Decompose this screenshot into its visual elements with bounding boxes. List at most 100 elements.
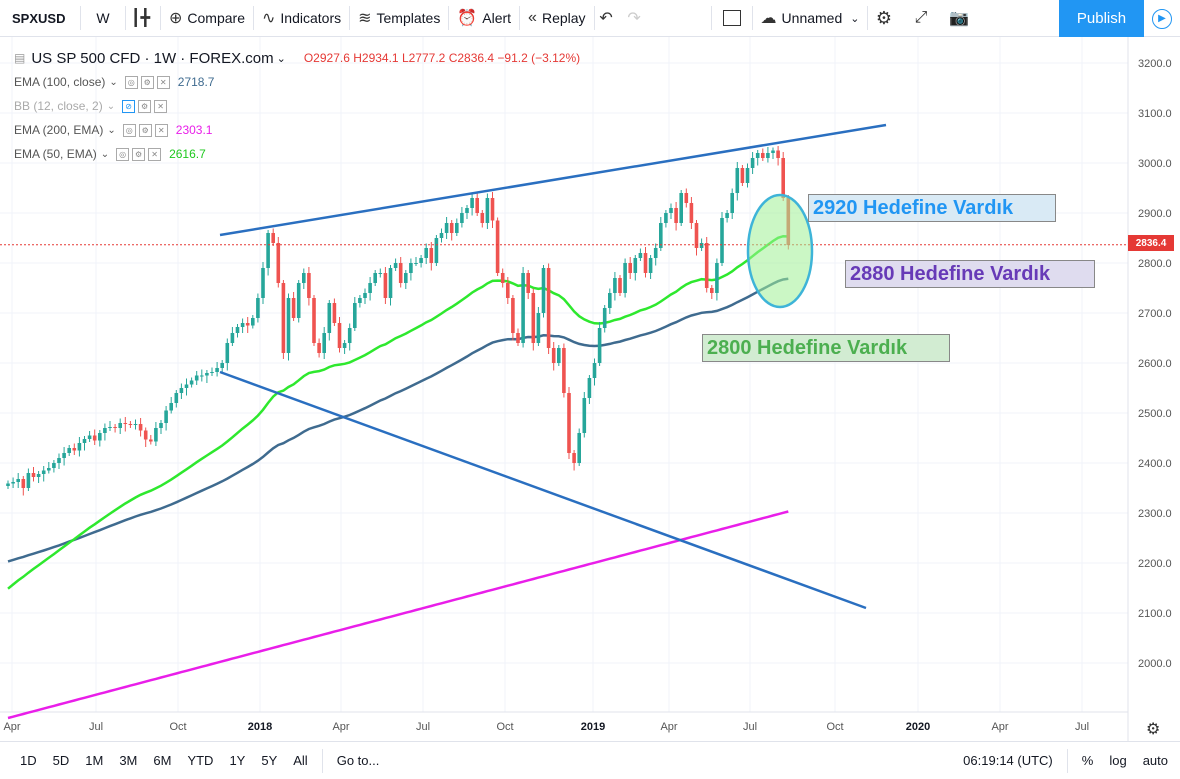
templates-button[interactable]: ≋ Templates [350,0,448,37]
layout-name-menu[interactable]: ☁ Unnamed ⌄ [753,0,868,37]
candle-body [332,303,337,323]
range-3m[interactable]: 3M [119,753,138,768]
replay-button[interactable]: «Replay [520,0,594,37]
settings-button[interactable]: ⚙ [868,0,904,37]
candle-body [781,158,785,198]
time-tick-label: Jul [416,721,430,733]
annotation-2920[interactable]: 2920 Hedefine Vardık [808,194,1056,222]
indicator-ema-100[interactable]: EMA (100, close) ⌄ ◎ ⚙ ✕ 2718.7 [14,70,580,94]
indicator-ema-50[interactable]: EMA (50, EMA) ⌄ ◎ ⚙ ✕ 2616.7 [14,142,580,166]
range-ytd[interactable]: YTD [187,753,214,768]
percent-toggle[interactable]: % [1081,753,1094,768]
candle-body [36,474,41,477]
chevron-down-icon[interactable]: ⌄ [106,100,116,112]
candle-body [567,393,571,453]
eye-icon[interactable]: ◎ [124,75,138,89]
snapshot-button[interactable]: 📷 [942,0,980,37]
ema-50-line [7,234,789,590]
goto-button[interactable]: Go to... [336,753,380,768]
undo-button[interactable]: ↶ [595,0,623,37]
candle-body [159,423,163,428]
layout-toggle[interactable] [712,0,752,37]
interval-button[interactable]: W [96,10,110,26]
candle-body [123,423,128,424]
compare-label: Compare [187,10,245,26]
candle-body [536,313,541,343]
compare-button[interactable]: ⊕ Compare [161,0,253,37]
chevron-down-icon[interactable]: ⌄ [109,76,118,88]
candle-body [490,198,495,221]
indicator-ema-200[interactable]: EMA (200, EMA) ⌄ ◎ ⚙ ✕ 2303.1 [14,118,580,142]
gear-icon[interactable]: ⚙ [140,75,154,89]
price-chart[interactable]: 3200.0 3100.0 3000.0 2900.0 2800.0 2700.0 2600… [0,37,1180,779]
candle-body [404,273,408,283]
candle-body [322,333,326,353]
candle-body [460,213,464,223]
chevron-down-icon[interactable]: ⌄ [100,148,110,160]
low-value: L2777.2 [401,51,446,65]
candle-body [302,273,306,283]
indicator-bb[interactable]: BB (12, close, 2) ⌄ ⊘ ⚙ ✕ [14,94,580,118]
candle-body [495,220,500,273]
close-icon[interactable]: ✕ [148,147,162,161]
ema-lines [7,234,789,720]
fullscreen-button[interactable]: ⤢ [904,0,942,37]
candle-body [480,213,485,223]
range-1y[interactable]: 1Y [229,753,246,768]
candle-body [271,233,275,243]
close-icon[interactable]: ✕ [156,75,170,89]
indicators-button[interactable]: ∿ Indicators [254,0,349,37]
candle-body [291,298,296,318]
range-5y[interactable]: 5Y [261,753,278,768]
square-icon [722,10,741,26]
candle-body [194,375,199,381]
eye-icon[interactable]: ◎ [122,123,136,137]
chevron-down-icon[interactable]: ⌄ [276,52,286,65]
cloud-icon: ☁ [760,10,777,27]
symbol-search[interactable]: SPXUSD [12,10,66,26]
candle-body [87,435,92,439]
redo-button[interactable]: ↷ [623,0,651,37]
close-icon[interactable]: ✕ [154,99,168,113]
eye-icon[interactable]: ◎ [116,147,130,161]
candle-body [342,343,347,348]
range-1m[interactable]: 1M [85,753,104,768]
candle-body [506,283,510,298]
instrument-title[interactable]: US SP 500 CFD · 1W · FOREX.com [31,49,274,67]
range-6m[interactable]: 6M [153,753,172,768]
range-1d[interactable]: 1D [20,753,37,768]
price-tick-label: 2800.0 [1138,258,1172,270]
candle-body [761,153,765,158]
candle-body [653,248,658,258]
gear-icon[interactable]: ⚙ [132,147,146,161]
auto-toggle[interactable]: auto [1142,753,1168,768]
publish-button[interactable]: Publish [1059,0,1144,37]
gear-icon[interactable]: ⚙ [138,99,152,113]
legend-collapse-icon[interactable]: ▤ [14,51,26,65]
chart-legend: ▤ US SP 500 CFD · 1W · FOREX.com ⌄ O2927… [14,46,580,166]
hidden-eye-icon[interactable]: ⊘ [122,99,136,113]
chart-type-button[interactable]: ┃╋ [126,0,160,37]
gear-icon[interactable]: ⚙ [138,123,152,137]
annotation-2880[interactable]: 2880 Hedefine Vardık [845,260,1095,288]
toolbar-divider [867,6,869,30]
range-5d[interactable]: 5D [52,753,70,768]
candle-body [347,328,352,343]
time-tick-label: 2019 [581,721,605,733]
play-button[interactable]: ▶ [1144,0,1180,37]
candle-body [230,333,235,343]
candle-body [684,193,689,203]
annotation-2800[interactable]: 2800 Hedefine Vardık [702,334,950,362]
clock-time[interactable]: 06:19:14 (UTC) [963,753,1053,768]
chevron-down-icon[interactable]: ⌄ [107,124,116,136]
log-toggle[interactable]: log [1109,753,1127,768]
candle-body [521,273,525,343]
close-icon[interactable]: ✕ [154,123,168,137]
alert-button[interactable]: ⏰ Alert [449,0,519,37]
range-all[interactable]: All [293,753,308,768]
price-tick-label: 2200.0 [1138,558,1172,570]
time-axis: Apr Jul Oct 2018 Apr Jul Oct 2019 Apr Jul Oct 2020 A… [0,711,1160,738]
candle-body [623,263,627,293]
candle-body [638,253,643,258]
toolbar-divider [448,6,450,30]
